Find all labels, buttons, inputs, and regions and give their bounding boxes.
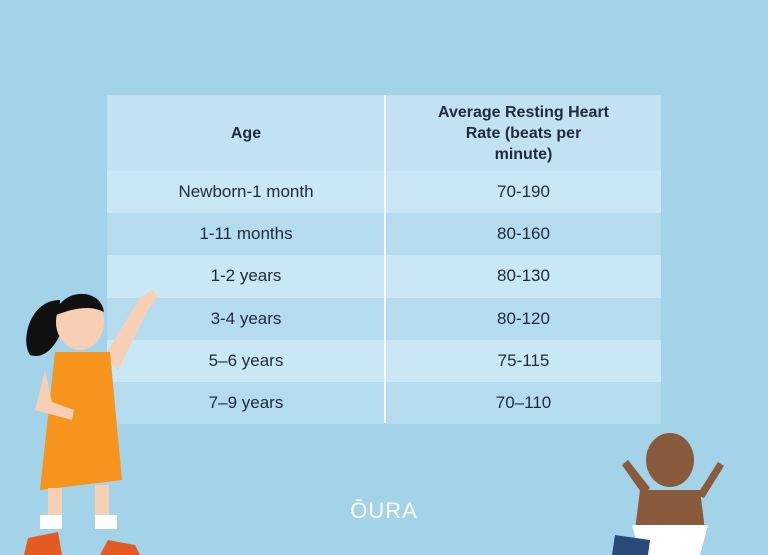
baby-illustration <box>612 433 724 555</box>
table-cell: 3-4 years <box>107 297 385 340</box>
table-cell: Newborn-1 month <box>107 171 385 214</box>
table-cell: 7–9 years <box>107 382 385 425</box>
header-cell: Average Resting Heart Rate (beats per mi… <box>386 95 661 171</box>
table-cell: 5–6 years <box>107 339 385 382</box>
logo: ŌURA <box>350 498 418 523</box>
table-cell: 70–110 <box>386 382 661 425</box>
table-cell: 1-11 months <box>107 213 385 256</box>
girl-illustration <box>24 290 158 555</box>
table-cell: 80-160 <box>386 213 661 256</box>
table-cell: 80-120 <box>386 297 661 340</box>
table-cell: 70-190 <box>386 171 661 214</box>
table-cell: 1-2 years <box>107 255 385 298</box>
table-cell: 75-115 <box>386 339 661 382</box>
table-cell: 80-130 <box>386 255 661 298</box>
header-cell: Age <box>107 95 385 171</box>
